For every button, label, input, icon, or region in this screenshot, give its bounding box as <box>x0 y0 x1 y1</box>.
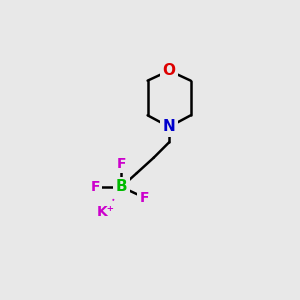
Text: F: F <box>91 180 100 194</box>
Text: B: B <box>116 179 127 194</box>
Text: F: F <box>140 191 149 205</box>
Text: N: N <box>163 119 175 134</box>
Text: O: O <box>163 63 176 78</box>
Text: K⁺: K⁺ <box>97 205 115 219</box>
Text: F: F <box>117 157 126 171</box>
